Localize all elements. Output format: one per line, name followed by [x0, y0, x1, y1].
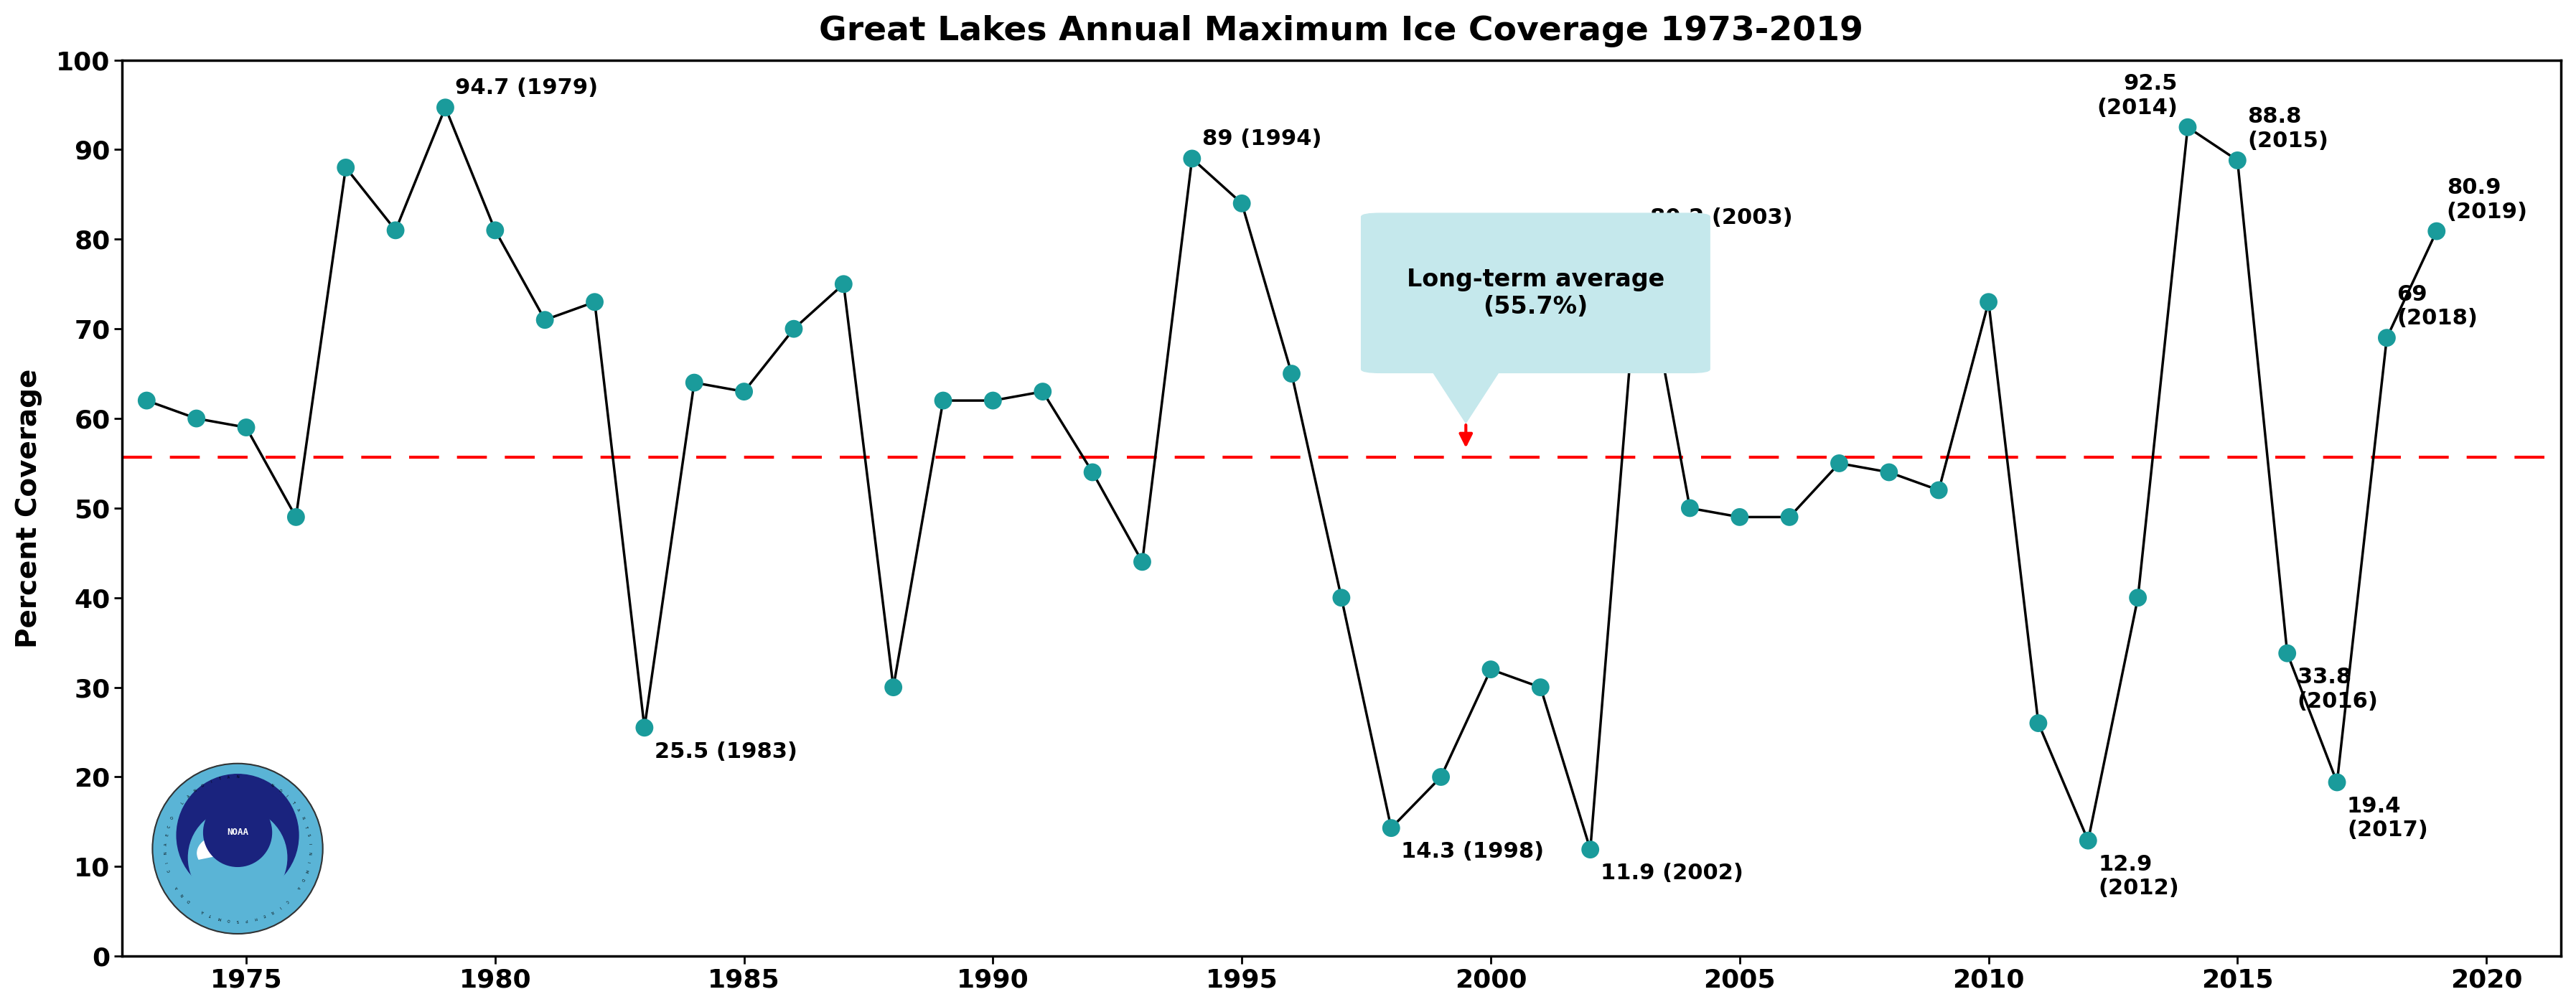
Text: 33.8
(2016): 33.8 (2016) — [2298, 667, 2378, 712]
Point — [873, 680, 914, 696]
Point — [2017, 715, 2058, 731]
Point — [425, 100, 466, 116]
Point — [1023, 384, 1064, 400]
Point — [474, 223, 515, 239]
Polygon shape — [1432, 370, 1502, 423]
Point — [1121, 554, 1162, 570]
Point — [276, 509, 317, 525]
Point — [1370, 820, 1412, 836]
Point — [675, 375, 716, 391]
Point — [1718, 509, 1759, 525]
Text: 11.9 (2002): 11.9 (2002) — [1600, 863, 1744, 884]
Text: 14.3 (1998): 14.3 (1998) — [1401, 842, 1543, 862]
Point — [2117, 590, 2159, 606]
Point — [227, 419, 268, 435]
Text: 80.9
(2019): 80.9 (2019) — [2447, 177, 2527, 223]
Point — [1968, 294, 2009, 310]
Point — [1471, 662, 1512, 678]
Title: Great Lakes Annual Maximum Ice Coverage 1973-2019: Great Lakes Annual Maximum Ice Coverage … — [819, 15, 1862, 47]
Point — [1819, 455, 1860, 471]
Point — [376, 223, 417, 239]
Text: 69
(2018): 69 (2018) — [2396, 284, 2478, 329]
Point — [822, 276, 863, 292]
Point — [1868, 464, 1909, 480]
Text: 19.4
(2017): 19.4 (2017) — [2347, 796, 2429, 841]
Point — [1221, 195, 1262, 211]
FancyBboxPatch shape — [1360, 213, 1710, 373]
Point — [623, 720, 665, 736]
Text: 92.5
(2014): 92.5 (2014) — [2097, 74, 2177, 118]
Point — [1072, 464, 1113, 480]
Point — [2166, 119, 2208, 135]
Point — [1620, 230, 1662, 246]
Point — [1770, 509, 1811, 525]
Point — [526, 312, 567, 328]
Point — [922, 393, 963, 409]
Point — [2316, 774, 2357, 790]
Point — [2416, 224, 2458, 240]
Point — [1669, 500, 1710, 517]
Point — [126, 393, 167, 409]
Text: 88.8
(2015): 88.8 (2015) — [2246, 107, 2329, 151]
Point — [1569, 842, 1610, 858]
Point — [2367, 329, 2409, 345]
Point — [2218, 152, 2259, 168]
Point — [574, 294, 616, 310]
Point — [2267, 645, 2308, 662]
Text: 89 (1994): 89 (1994) — [1203, 129, 1321, 150]
Point — [2069, 833, 2110, 849]
Point — [1419, 769, 1461, 785]
Y-axis label: Percent Coverage: Percent Coverage — [15, 369, 41, 648]
Point — [1270, 366, 1311, 382]
Point — [1172, 150, 1213, 166]
Point — [724, 384, 765, 400]
Point — [1520, 680, 1561, 696]
Text: Long-term average
(55.7%): Long-term average (55.7%) — [1406, 268, 1664, 318]
Text: 94.7 (1979): 94.7 (1979) — [456, 78, 598, 99]
Point — [773, 321, 814, 337]
Point — [1919, 482, 1960, 498]
Text: 12.9
(2012): 12.9 (2012) — [2097, 854, 2179, 899]
Text: 80.2 (2003): 80.2 (2003) — [1651, 207, 1793, 229]
Point — [175, 411, 216, 427]
Text: 25.5 (1983): 25.5 (1983) — [654, 741, 796, 762]
Point — [325, 159, 366, 175]
Point — [1321, 590, 1363, 606]
Point — [971, 393, 1012, 409]
